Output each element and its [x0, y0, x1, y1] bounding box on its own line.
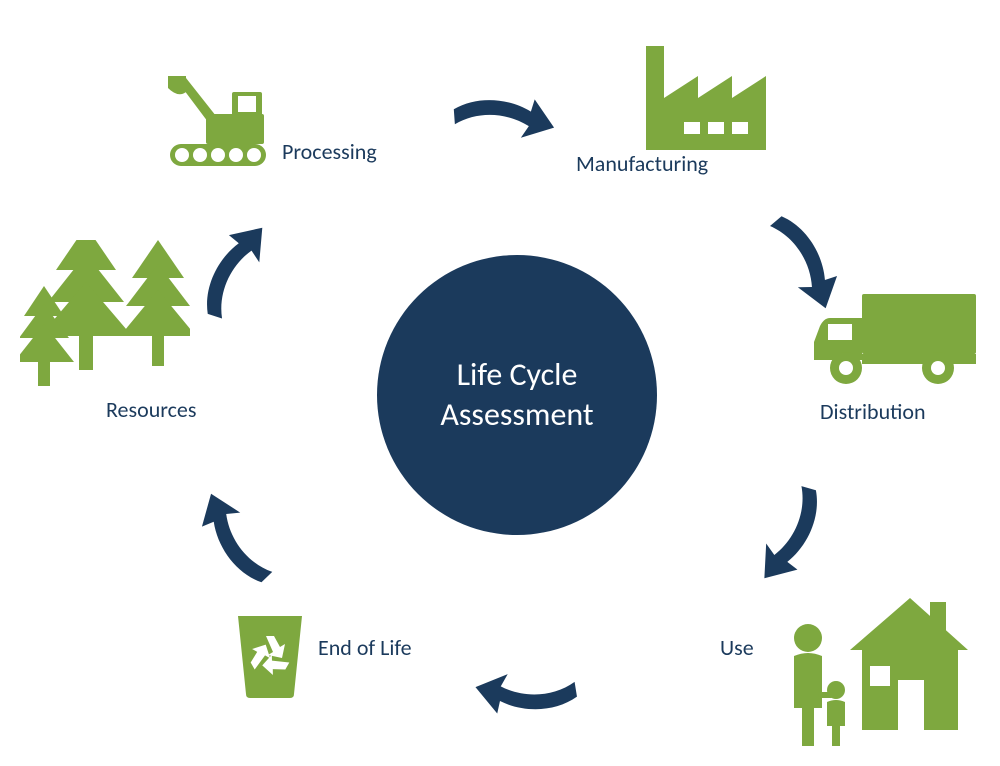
cycle-arrow: [751, 481, 834, 590]
cycle-arrow: [190, 486, 278, 594]
distribution-label: Distribution: [820, 398, 926, 425]
resources-label: Resources: [106, 396, 196, 423]
end-of-life-label: End of Life: [318, 634, 412, 661]
cycle-arrow: [474, 672, 578, 717]
cycle-arrow: [451, 88, 557, 142]
lifecycle-diagram: Life Cycle Assessment: [0, 0, 1000, 766]
trees-icon: [20, 240, 190, 390]
processing-label: Processing: [282, 138, 377, 165]
cycle-arrow: [190, 215, 275, 323]
manufacturing-label: Manufacturing: [576, 150, 708, 177]
excavator-icon: [160, 70, 280, 170]
truck-icon: [810, 280, 980, 390]
house-family-icon: [780, 580, 970, 750]
factory-icon: [640, 42, 770, 152]
use-label: Use: [720, 634, 754, 661]
recycle-bin-icon: [230, 608, 310, 698]
